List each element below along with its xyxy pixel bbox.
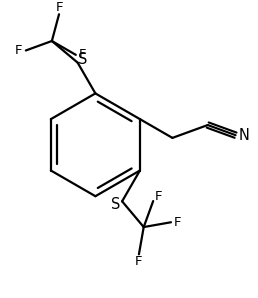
Text: S: S [78,52,87,67]
Text: F: F [79,48,86,61]
Text: F: F [15,44,23,57]
Text: S: S [111,197,121,212]
Text: F: F [55,1,63,14]
Text: N: N [239,128,250,143]
Text: F: F [174,216,182,229]
Text: F: F [154,190,162,203]
Text: F: F [135,255,143,268]
